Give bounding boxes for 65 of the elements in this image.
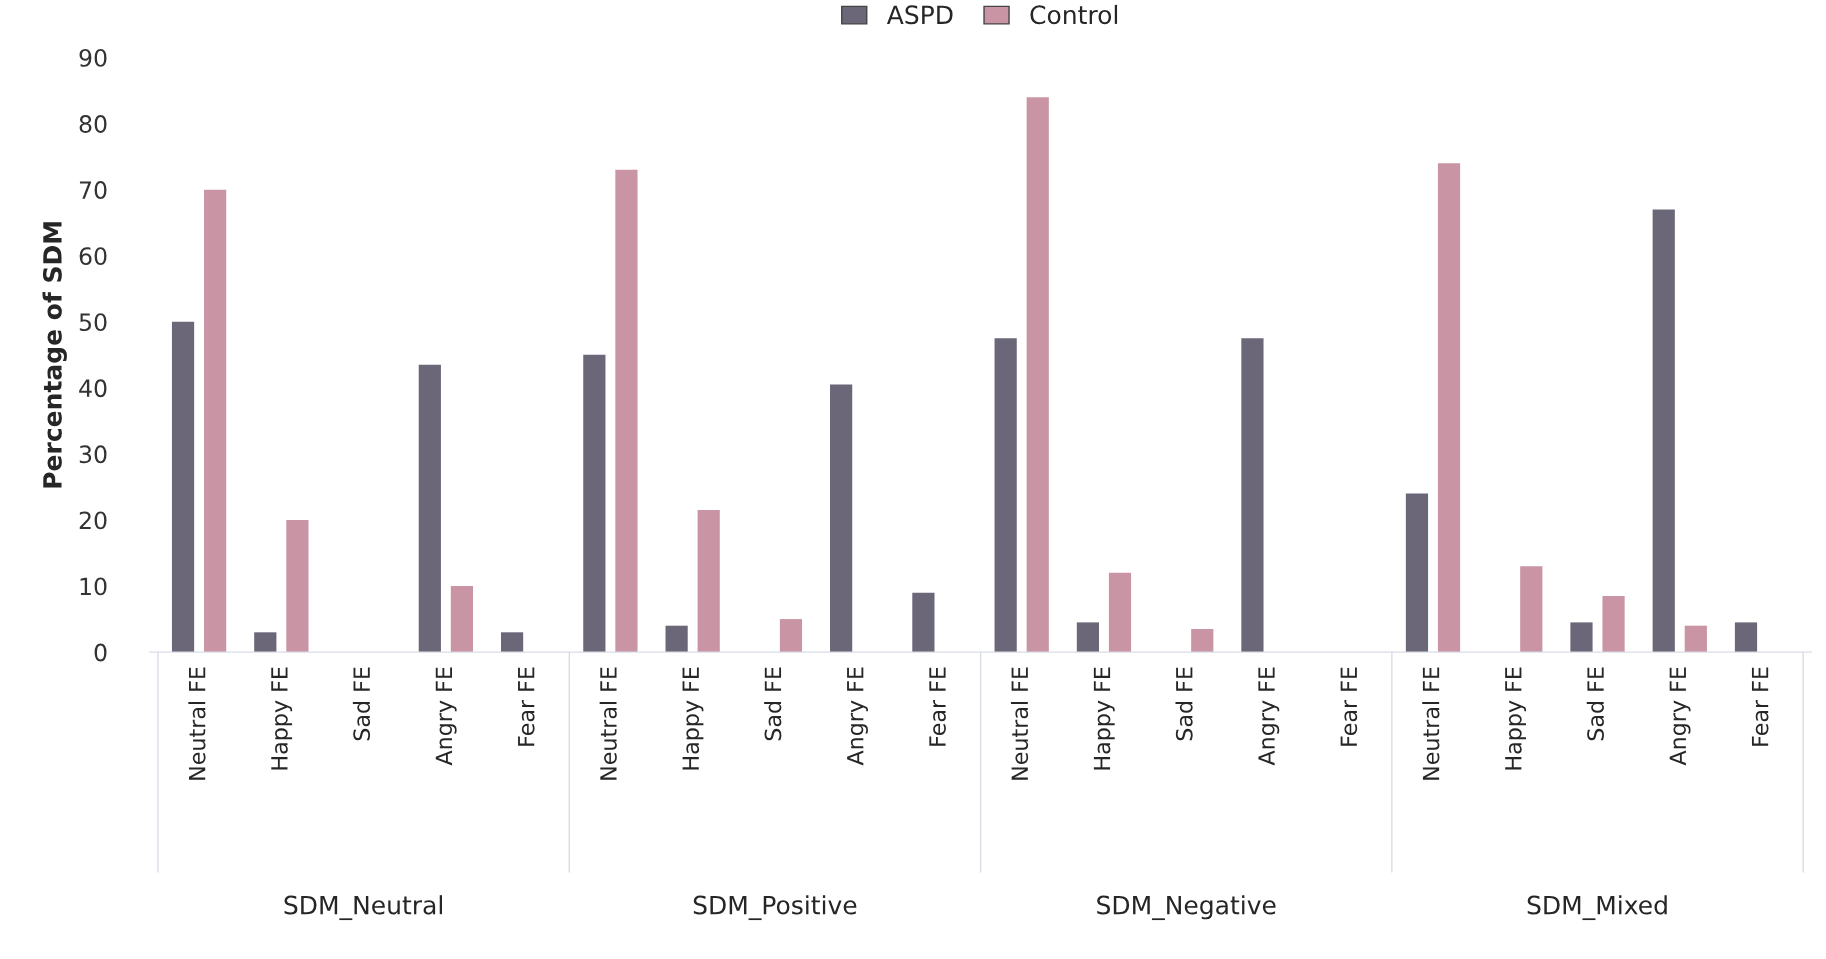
y-tick-label: 50 <box>79 313 107 332</box>
bar <box>665 625 688 653</box>
bar <box>1241 338 1264 653</box>
bar <box>1076 622 1100 653</box>
x-tick-label: Neutral FE <box>1422 667 1440 780</box>
bar <box>1191 629 1214 653</box>
bar <box>1652 209 1675 653</box>
bar <box>912 592 935 653</box>
x-tick-label: Fear FE <box>518 667 535 746</box>
x-tick-label: Fear FE <box>1751 667 1769 746</box>
x-tick-label: Angry FE <box>435 667 457 766</box>
y-tick-label: 90 <box>79 48 107 67</box>
bar <box>697 510 720 653</box>
y-tick-label: 80 <box>79 115 107 133</box>
y-tick-label: 60 <box>79 247 107 266</box>
bar <box>171 321 195 653</box>
bar <box>1405 493 1429 653</box>
bar <box>450 586 474 653</box>
bar <box>994 338 1017 653</box>
x-tick-label: Angry FE <box>847 667 868 766</box>
x-tick-label: Happy FE <box>1505 667 1527 770</box>
x-tick-label: Neutral FE <box>599 667 617 780</box>
x-tick-label: Sad FE <box>352 667 371 741</box>
x-tick-label: Sad FE <box>1586 667 1604 741</box>
x-tick-label: Happy FE <box>271 667 293 770</box>
text: SDM_Positive <box>693 895 857 921</box>
bar <box>1437 163 1461 653</box>
text: SDM_Neutral <box>284 895 442 921</box>
x-tick-label: Fear FE <box>929 667 946 746</box>
y-tick-label: 40 <box>79 379 107 398</box>
bar <box>286 519 309 653</box>
y-tick-label: 20 <box>79 511 107 530</box>
bar <box>1602 595 1625 653</box>
x-tick-label: Fear FE <box>1340 667 1358 746</box>
bar <box>1570 622 1593 653</box>
y-axis-title: Percentage of SDM <box>42 222 67 488</box>
bar <box>1026 97 1049 653</box>
bar <box>1734 622 1758 653</box>
bar <box>1684 625 1707 653</box>
x-tick-label: Angry FE <box>1669 667 1691 766</box>
x-tick-label: Neutral FE <box>1010 667 1029 780</box>
bar <box>254 632 277 653</box>
bar <box>500 632 524 653</box>
legend-label: ASPD <box>886 5 953 25</box>
legend-label: Control <box>1030 4 1118 25</box>
bar <box>204 189 227 653</box>
x-tick-label: Neutral FE <box>188 667 206 780</box>
x-tick-label: Angry FE <box>1258 667 1280 766</box>
text: SDM_Mixed <box>1527 895 1667 921</box>
bar <box>830 384 853 653</box>
x-tick-label: Happy FE <box>1093 667 1115 770</box>
bar <box>1520 566 1543 653</box>
y-tick-label: 10 <box>80 577 107 596</box>
bar <box>418 364 441 653</box>
bar <box>615 169 638 653</box>
x-tick-label: Happy FE <box>682 667 704 770</box>
y-tick-label: 30 <box>79 445 107 464</box>
y-tick-label: 0 <box>94 643 107 662</box>
bar <box>779 619 803 653</box>
bar <box>1108 572 1132 653</box>
y-tick-label: 70 <box>79 181 107 199</box>
text: SDM_Negative <box>1097 895 1276 921</box>
x-tick-label: Sad FE <box>764 667 782 741</box>
bar <box>583 354 606 653</box>
x-tick-label: Sad FE <box>1175 667 1193 741</box>
